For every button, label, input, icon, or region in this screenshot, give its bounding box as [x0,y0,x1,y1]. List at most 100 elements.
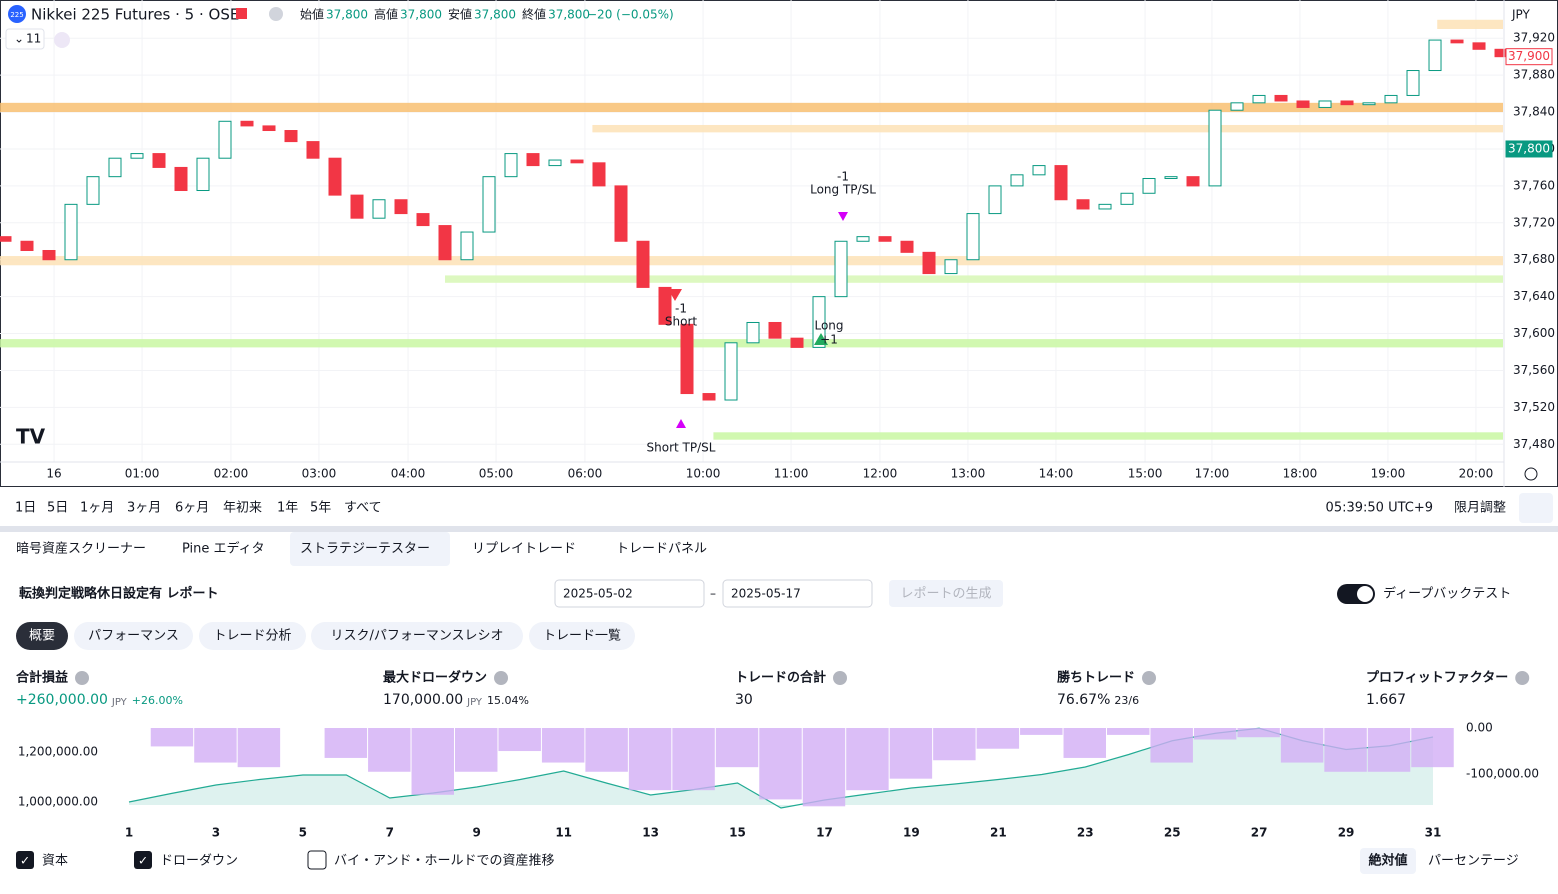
ohlc-label: 高値 [374,7,398,22]
mode[interactable]: 絶対値 [1367,853,1407,869]
checkbox[interactable] [307,850,327,870]
x-tick-label: 23 [1077,826,1094,840]
subtab-bg[interactable] [311,622,523,650]
y-tick-label: 37,480 [1513,437,1555,451]
candle-body [702,393,716,401]
range-button[interactable]: 3ヶ月 [127,501,161,516]
indicator-toggle[interactable] [5,28,45,50]
candle-body [724,342,738,401]
candle-body [20,240,34,251]
hide-button[interactable] [269,7,283,21]
subtab: トレード一覧 [543,628,621,644]
date-input[interactable] [554,579,705,608]
y-tick-label: 37,920 [1513,31,1555,45]
generate-button[interactable] [889,580,1003,607]
drawdown-bar [715,728,759,768]
annotation: Long [814,319,843,333]
subtab-bg[interactable] [74,622,193,650]
range-button[interactable]: 5年 [310,501,331,516]
price-tag-label: 37,800 [1508,141,1550,155]
flag[interactable] [236,8,247,19]
info-icon [1142,671,1157,685]
ohlc-value: 37,800 [474,8,516,22]
annotation: Long TP/SL [810,183,876,197]
range-button[interactable]: 1ヶ月 [80,501,114,516]
x-tick-label: 5 [299,826,307,840]
checkbox[interactable] [16,851,34,869]
symbol[interactable]: Nikkei 225 Futures · 5 · OSE [31,6,239,24]
panel-tab[interactable]: トレードパネル [616,542,707,557]
range-button[interactable]: 年初来 [223,501,262,516]
info-icon [1515,671,1530,685]
drawdown-bar [1193,728,1237,740]
drawdown-bar [933,728,976,761]
x-tick-label: 19:00 [1371,467,1406,481]
date-to: 2025-05-17 [731,587,801,601]
zone [445,275,1503,283]
candle-body [746,321,760,344]
subtab: 概要 [29,629,55,644]
candle-body [1450,39,1464,44]
range-button[interactable]: 5日 [47,501,68,516]
x-tick-label: 15:00 [1128,467,1163,481]
info-icon [833,671,848,685]
zone [0,102,1503,113]
metric-value: +260,000.00 [16,692,108,708]
subtab-bg[interactable] [16,622,68,650]
range-button[interactable]: 1年 [277,501,298,516]
x-tick-label: 31 [1425,826,1442,840]
candle-body [328,157,342,196]
checkbox[interactable] [134,851,152,869]
metric-value: 170,000.00 [383,692,463,708]
settings[interactable] [1524,467,1538,481]
candle-body [1208,109,1222,187]
candle-body [1252,94,1266,104]
metric-value: 1.667 [1366,692,1406,708]
subtab-bg[interactable] [529,622,635,650]
candle-body [64,203,78,261]
date-from: 2025-05-02 [563,587,633,601]
candle-body [108,157,122,178]
candle-body [526,153,540,167]
ohlc-label: 始値 [300,7,324,22]
change: −20 (−0.05%) [587,8,674,22]
drawdown-bar [1107,728,1150,735]
candle-body [1032,165,1046,176]
info-icon [75,671,90,685]
candle-body [636,240,650,288]
sync-icon[interactable] [54,32,70,48]
maximize[interactable] [1519,493,1553,523]
panel-tab[interactable]: Pine エディタ [182,541,265,557]
report-title[interactable]: 転換判定戦略休日設定有 レポート [19,586,219,602]
panel-tab[interactable]: リプレイトレード [472,542,576,557]
range-button[interactable]: すべて [344,501,382,516]
metric-unit: JPY [466,697,483,708]
mode[interactable]: パーセンテージ [1428,854,1519,869]
ohlc-value: 37,800 [326,8,368,22]
equity-area [129,728,1433,808]
date-input[interactable] [722,579,873,608]
subtab: パフォーマンス [88,629,179,644]
x-tick-label: 02:00 [214,467,249,481]
panel-tab[interactable]: 暗号資産スクリーナー [16,541,146,557]
ohlc-value: 37,800 [548,8,590,22]
candle-body [1098,203,1112,210]
candle-body [86,176,100,205]
candle-body [614,185,628,242]
drawdown-bar [1280,728,1324,763]
range-button[interactable]: 6ヶ月 [175,501,209,516]
annotation: Short TP/SL [647,441,716,455]
subtab-bg[interactable] [199,622,306,650]
y-tick-label: 37,560 [1513,363,1555,377]
metric-label: プロフィットファクター [1366,671,1508,686]
range-button[interactable]: 1日 [15,501,36,516]
metric-label: 最大ドローダウン [383,670,487,686]
x-tick-label: 14:00 [1039,467,1074,481]
currency[interactable]: JPY [1511,8,1531,22]
info-icon [494,671,509,685]
panel-tab[interactable]: ストラテジーテスター [300,542,430,557]
candle-body [1076,199,1090,210]
adjust[interactable]: 限月調整 [1454,501,1506,516]
drawdown-bar [672,728,715,791]
